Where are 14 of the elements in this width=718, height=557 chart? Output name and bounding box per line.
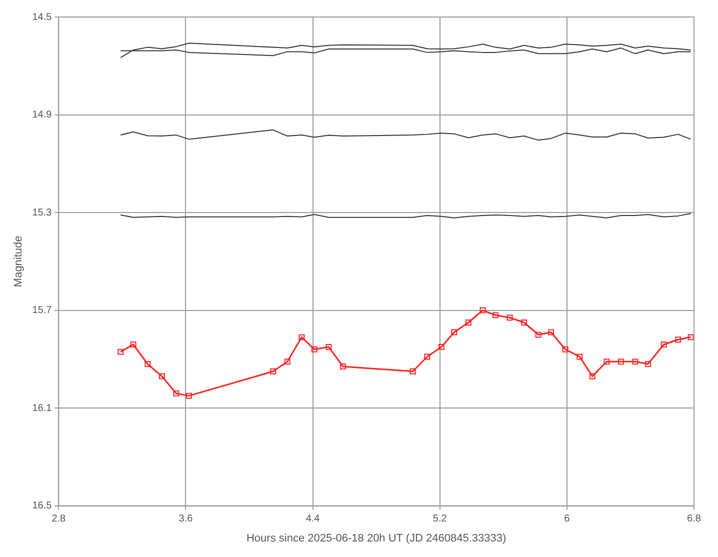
y-tick-label: 16.1 (32, 402, 52, 414)
x-tick-label: 4.4 (306, 514, 320, 525)
y-axis-title: Magnitude (12, 236, 25, 288)
x-tick-label: 6.8 (687, 514, 702, 525)
x-axis-title: Hours since 2025-06-18 20h UT (JD 2460845.33333) (246, 532, 506, 544)
y-tick-label: 14.5 (32, 12, 52, 23)
y-tick-label: 15.3 (32, 207, 52, 218)
x-tick-label: 3.6 (178, 514, 194, 525)
y-tick-label: 16.5 (32, 500, 52, 512)
x-tick-label: 2.8 (52, 514, 66, 525)
x-tick-label: 6 (564, 514, 570, 525)
y-tick-label: 14.9 (32, 110, 52, 121)
x-tick-label: 5.2 (432, 514, 448, 525)
y-tick-label: 15.7 (32, 305, 52, 316)
